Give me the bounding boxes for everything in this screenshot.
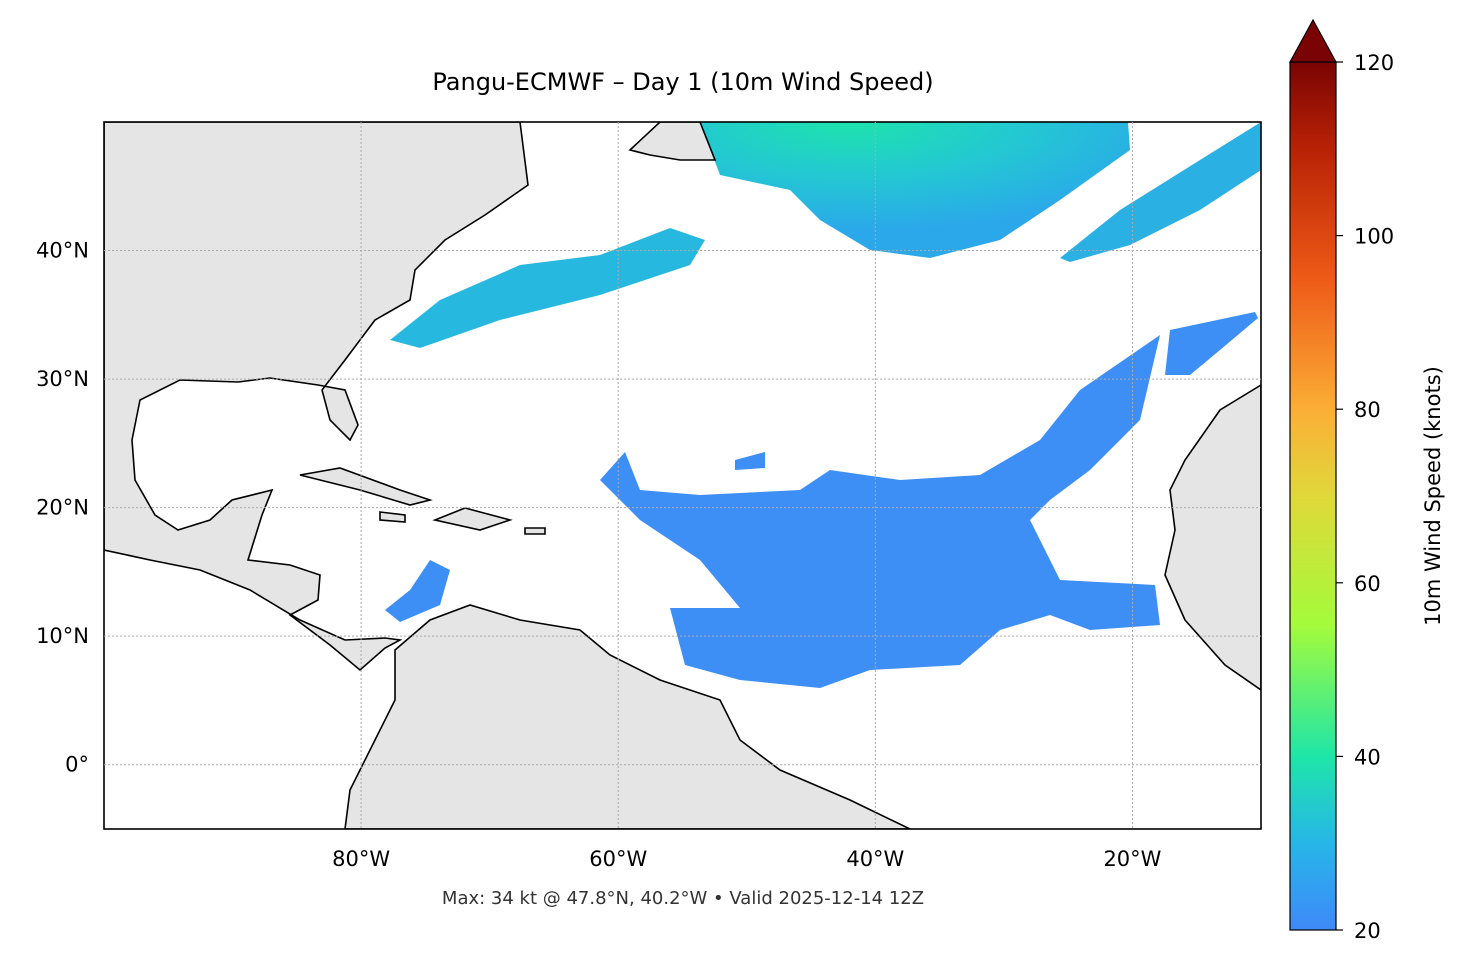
x-tick-label: 60°W — [589, 847, 647, 871]
colorbar-extend — [1288, 18, 1338, 63]
y-tick-label: 0° — [65, 753, 89, 777]
colorbar-tick-label: 20 — [1354, 919, 1381, 943]
colorbar-tick-label: 100 — [1354, 225, 1394, 249]
colorbar-label: 10m Wind Speed (knots) — [1421, 366, 1445, 626]
y-tick-label: 10°N — [36, 624, 89, 648]
colorbar-tick-label: 80 — [1354, 398, 1381, 422]
colorbar — [1288, 18, 1338, 931]
wind-area — [735, 452, 765, 470]
island — [299, 467, 433, 506]
land — [628, 122, 717, 161]
land — [104, 122, 529, 672]
colorbar-tick-label: 40 — [1354, 745, 1381, 769]
island — [524, 527, 546, 535]
x-tick-label: 80°W — [332, 847, 390, 871]
island — [379, 511, 406, 523]
y-tick-label: 40°N — [36, 239, 89, 263]
x-tick-label: 40°W — [846, 847, 904, 871]
island — [432, 507, 513, 531]
y-tick-label: 30°N — [36, 367, 89, 391]
plot-frame — [103, 121, 1262, 830]
chart-title: Pangu-ECMWF – Day 1 (10m Wind Speed) — [432, 68, 933, 96]
land — [344, 604, 911, 829]
wind-area — [700, 122, 1130, 258]
wind-area — [385, 560, 450, 622]
wind-area — [600, 335, 1160, 688]
map — [104, 122, 1261, 829]
land — [1164, 384, 1261, 691]
wind-area — [390, 228, 705, 348]
colorbar-tick-label: 60 — [1354, 572, 1381, 596]
subtitle: Max: 34 kt @ 47.8°N, 40.2°W • Valid 2025… — [442, 888, 924, 909]
y-tick-label: 20°N — [36, 496, 89, 520]
wind-area — [1165, 312, 1258, 375]
x-tick-label: 20°W — [1103, 847, 1161, 871]
colorbar-tick-label: 120 — [1354, 51, 1394, 75]
wind-area — [1060, 122, 1261, 262]
colorbar-body — [1289, 61, 1337, 931]
